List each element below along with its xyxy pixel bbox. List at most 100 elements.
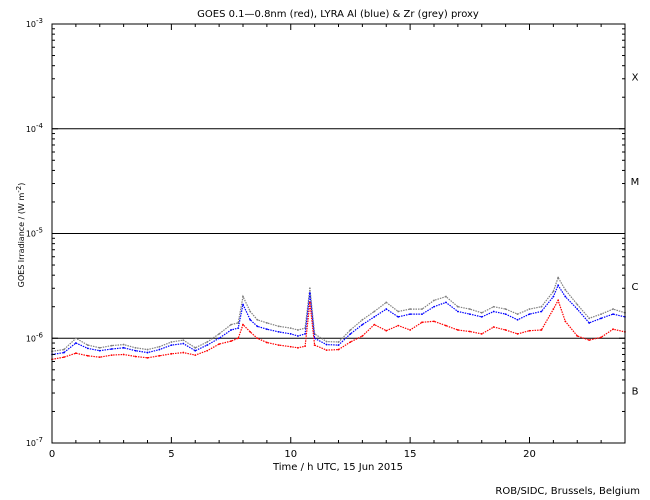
x-tick-label: 20 (523, 449, 536, 460)
data-point (433, 320, 435, 323)
y-tick-label: 10-6 (26, 331, 44, 343)
data-point (74, 342, 77, 344)
data-point (289, 333, 292, 335)
data-point (337, 344, 340, 347)
data-point (230, 329, 232, 331)
data-point (540, 305, 543, 308)
data-point (397, 310, 400, 313)
data-point (433, 299, 435, 302)
data-point (237, 337, 240, 340)
flare-class-label: X (632, 72, 639, 83)
data-point (122, 343, 125, 346)
data-point (552, 308, 555, 310)
data-point (134, 349, 137, 352)
credit-text: ROB/SIDC, Brussels, Belgium (495, 486, 640, 497)
data-point (304, 333, 306, 335)
data-point (361, 318, 364, 321)
data-point (456, 310, 459, 313)
data-point (325, 343, 328, 346)
data-point (277, 330, 280, 333)
y-axis-label-exponent: -2 (15, 186, 23, 193)
y-axis-label: GOES Irradiance / (W m-2) (15, 183, 26, 288)
data-point (170, 341, 173, 343)
data-point (516, 333, 519, 335)
data-point (242, 303, 244, 306)
data-point (265, 341, 268, 344)
data-point (74, 352, 77, 355)
data-point (325, 349, 328, 352)
data-point (528, 329, 531, 332)
data-point (421, 321, 423, 324)
data-point (242, 323, 244, 326)
flare-class-labels: B C M X (631, 72, 640, 397)
data-point (325, 340, 328, 343)
x-axis-label: Time / h UTC, 15 Jun 2015 (272, 462, 403, 473)
data-point (256, 318, 259, 321)
data-point (480, 311, 483, 314)
data-point (361, 323, 364, 326)
series-line (51, 298, 626, 360)
data-point (373, 315, 376, 318)
data-point (480, 333, 483, 335)
data-point (249, 318, 252, 321)
chart-title: GOES 0.1—0.8nm (red), LYRA Al (blue) & Z… (197, 9, 479, 20)
data-point (134, 346, 137, 349)
data-point (265, 328, 268, 331)
data-point (588, 322, 591, 324)
data-point (576, 308, 579, 310)
data-point (170, 344, 173, 347)
data-point (182, 351, 185, 354)
x-tick-label: 15 (404, 449, 417, 460)
data-point (612, 308, 614, 310)
x-axis-ticks: 0 5 10 15 20 (49, 24, 602, 460)
y-axis-ticks: 10-7 10-6 10-5 10-4 10-3 (26, 17, 625, 448)
data-point (349, 333, 352, 335)
data-point (576, 303, 579, 306)
data-point (182, 339, 185, 342)
x-tick-label: 0 (49, 449, 55, 460)
data-point (98, 356, 101, 359)
data-point (588, 339, 591, 342)
data-point (337, 341, 340, 343)
data-point (256, 337, 259, 340)
data-point (433, 305, 435, 308)
data-point (516, 318, 519, 321)
data-point (86, 344, 89, 347)
data-point (540, 329, 543, 331)
data-point (86, 354, 89, 357)
data-point (397, 315, 400, 318)
data-point (445, 324, 447, 327)
data-point (557, 284, 560, 287)
data-point (218, 333, 221, 335)
data-point (297, 335, 299, 337)
data-point (385, 329, 388, 332)
data-point (492, 305, 495, 308)
data-point (194, 346, 197, 349)
data-point (552, 295, 555, 298)
data-point (409, 329, 412, 331)
data-point (86, 347, 89, 350)
data-point (249, 330, 252, 333)
data-point (456, 329, 459, 331)
data-point (504, 329, 507, 331)
data-point (110, 354, 113, 357)
data-point (158, 345, 161, 348)
data-point (540, 310, 543, 313)
data-point (576, 335, 579, 337)
data-point (504, 308, 507, 310)
y-tick-label: 10-7 (26, 436, 43, 448)
data-point (122, 353, 125, 356)
data-point (122, 346, 125, 349)
data-point (277, 325, 280, 328)
data-point (421, 313, 423, 316)
data-point (492, 310, 495, 313)
data-point (158, 354, 161, 357)
y-tick-label: 10-4 (26, 122, 44, 134)
class-threshold-lines (52, 128, 625, 339)
data-point (600, 317, 603, 320)
data-point (304, 345, 306, 348)
data-point (612, 328, 614, 331)
data-point (313, 344, 316, 347)
data-point (528, 308, 531, 310)
